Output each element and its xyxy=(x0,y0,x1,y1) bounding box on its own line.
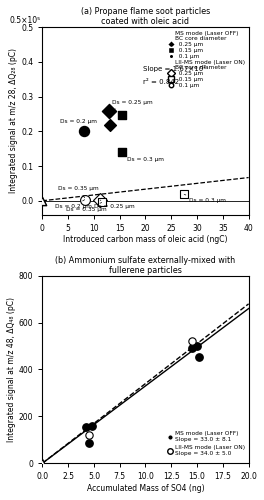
Point xyxy=(40,196,45,204)
Point xyxy=(40,459,45,467)
Point xyxy=(108,121,112,129)
Point xyxy=(82,128,86,136)
Text: Ds = 0.25 μm: Ds = 0.25 μm xyxy=(94,200,135,209)
Point xyxy=(83,196,87,203)
Legend: MS mode (Laser OFF), BC core diameter,   0.25 μm,   0.15 μm,   0.1 μm, LII-MS mo: MS mode (Laser OFF), BC core diameter, 0… xyxy=(167,30,246,88)
Point xyxy=(87,440,91,448)
X-axis label: Accumulated Mass of SO4 (ng): Accumulated Mass of SO4 (ng) xyxy=(87,484,204,493)
Point xyxy=(100,198,104,206)
Text: Ds = 0.2 μm: Ds = 0.2 μm xyxy=(55,200,92,208)
Text: Ds = 0.3 μm: Ds = 0.3 μm xyxy=(184,194,226,203)
Point xyxy=(98,196,102,204)
Point xyxy=(40,196,45,204)
X-axis label: Introduced carbon mass of oleic acid (ngC): Introduced carbon mass of oleic acid (ng… xyxy=(63,236,228,244)
Text: Ds = 0.35 μm: Ds = 0.35 μm xyxy=(65,202,106,212)
Point xyxy=(190,344,194,352)
Point xyxy=(120,148,124,156)
Point xyxy=(40,459,45,467)
Point xyxy=(90,422,94,430)
Y-axis label: Integrated signal at m/z 48, ΔQ₄₈ (pC): Integrated signal at m/z 48, ΔQ₄₈ (pC) xyxy=(7,297,16,442)
Text: Slope = 1.67×10²: Slope = 1.67×10² xyxy=(143,64,206,71)
Text: Ds = 0.25 μm: Ds = 0.25 μm xyxy=(112,100,153,110)
Text: Ds = 0.2 μm: Ds = 0.2 μm xyxy=(60,118,97,132)
Point xyxy=(120,110,124,118)
Text: Ds = 0.35 μm: Ds = 0.35 μm xyxy=(58,186,98,198)
Point xyxy=(195,342,199,350)
Text: 0.5×10⁵: 0.5×10⁵ xyxy=(9,16,40,25)
Point xyxy=(84,196,88,204)
Point xyxy=(190,337,194,345)
Point xyxy=(87,431,91,439)
Title: (b) Ammonium sulfate externally-mixed with
fullerene particles: (b) Ammonium sulfate externally-mixed wi… xyxy=(55,256,235,275)
Point xyxy=(107,107,111,115)
Y-axis label: Integrated signal at m/z 28, ΔQ₂₈ (pC): Integrated signal at m/z 28, ΔQ₂₈ (pC) xyxy=(10,48,18,194)
Point xyxy=(197,352,201,360)
Point xyxy=(84,423,88,431)
Text: Ds = 0.3 μm: Ds = 0.3 μm xyxy=(125,153,164,162)
Legend: MS mode (Laser OFF)
Slope = 33.0 ± 8.1, LII-MS mode (Laser ON)
Slope = 34.0 ± 5.: MS mode (Laser OFF) Slope = 33.0 ± 8.1, … xyxy=(167,431,246,456)
Title: (a) Propane flame soot particles
coated with oleic acid: (a) Propane flame soot particles coated … xyxy=(81,7,210,26)
Point xyxy=(182,190,186,198)
Text: r² = 0.842: r² = 0.842 xyxy=(143,80,179,86)
